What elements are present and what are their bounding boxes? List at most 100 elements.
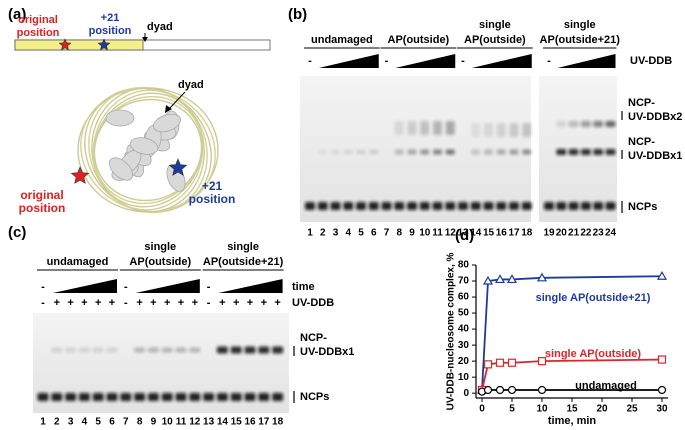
y-tick-label: 40 <box>458 324 470 335</box>
uv-sign: - <box>41 297 45 309</box>
lane-number: 3 <box>68 417 74 428</box>
y-tick-label: 70 <box>458 276 470 287</box>
gel-band <box>593 149 604 155</box>
label: (b) <box>288 6 307 23</box>
lane-number: 17 <box>258 417 270 428</box>
uv-sign: + <box>164 297 170 309</box>
uv-sign: + <box>109 297 115 309</box>
series-label: single AP(outside) <box>545 348 641 360</box>
group-label: undamaged <box>47 256 109 268</box>
gel-band <box>568 202 579 210</box>
gel-band <box>147 393 159 401</box>
lane-number: 6 <box>109 417 115 428</box>
x-tick-label: 15 <box>566 404 578 415</box>
label: +21 <box>101 12 120 24</box>
gel-band <box>568 149 579 155</box>
gel-band <box>161 393 173 401</box>
group-label: AP(outside) <box>464 34 526 46</box>
gel-band <box>556 149 567 155</box>
x-axis-label: time, min <box>548 415 597 427</box>
x-tick-label: 20 <box>596 404 608 415</box>
gel-band <box>317 202 328 210</box>
minus: - <box>547 55 551 67</box>
histone <box>108 157 134 181</box>
lane-number: 5 <box>95 417 101 428</box>
gel-band <box>394 149 404 155</box>
minus: - <box>461 55 465 67</box>
gel-band <box>509 149 519 155</box>
gel <box>300 76 531 222</box>
lane-number: 19 <box>543 228 555 239</box>
gel-band <box>134 347 146 353</box>
dna-strand <box>93 98 203 202</box>
marker <box>657 385 667 395</box>
lane-number: 14 <box>470 228 482 239</box>
gel-band <box>147 347 159 353</box>
gel-band <box>216 393 228 401</box>
lane-number: 3 <box>333 228 339 239</box>
gel-band <box>471 149 481 155</box>
marker <box>506 274 518 284</box>
gel-band <box>419 202 430 210</box>
gel-band <box>189 347 201 353</box>
gel-band <box>484 149 493 155</box>
gel-band <box>305 202 315 210</box>
gel-band <box>65 347 77 353</box>
band-label: UV-DDBx2 <box>628 111 682 123</box>
gel-band <box>244 346 256 354</box>
series-label: undamaged <box>575 380 637 392</box>
gel-band <box>605 121 616 127</box>
marker <box>495 385 505 395</box>
gel-band <box>509 123 519 137</box>
gel-band <box>368 202 379 210</box>
group-label: single <box>144 241 176 253</box>
uv-sign: + <box>274 297 280 309</box>
label: position <box>19 201 66 215</box>
uv-sign: + <box>136 297 142 309</box>
y-tick-label: 80 <box>458 260 470 271</box>
gel-band <box>593 121 604 127</box>
star <box>70 166 90 184</box>
label: dyad <box>178 79 204 91</box>
label: dyad <box>147 21 173 33</box>
marker <box>482 275 494 285</box>
gel-band <box>106 347 118 353</box>
gradient-wedge <box>318 54 379 68</box>
label: time <box>292 281 315 293</box>
x-tick-label: 10 <box>536 404 548 415</box>
gel-band <box>522 123 532 137</box>
lane-number: 2 <box>54 417 60 428</box>
gel-band <box>394 202 405 210</box>
lane-number: 5 <box>358 228 364 239</box>
histone <box>105 109 135 127</box>
lane-number: 7 <box>123 417 129 428</box>
label: original <box>20 188 63 202</box>
gradient-wedge <box>52 279 117 293</box>
gel-band <box>407 202 417 210</box>
gel-band <box>433 121 442 135</box>
gel-band <box>496 149 506 155</box>
histone <box>153 113 181 133</box>
label: UV-DDB <box>630 55 672 67</box>
gel-band <box>161 347 173 353</box>
minus: - <box>385 55 389 67</box>
arrow-head <box>142 37 148 42</box>
gel-band <box>356 150 366 154</box>
gel-band <box>272 393 284 401</box>
marker <box>494 274 506 284</box>
lane-number: 17 <box>508 228 520 239</box>
minus: - <box>207 281 211 293</box>
gel-band <box>484 123 493 137</box>
group-label: single <box>479 19 511 31</box>
lane-number: 12 <box>445 228 457 239</box>
group-label: single <box>564 19 596 31</box>
gel-band <box>51 347 63 353</box>
gel-band <box>318 150 328 154</box>
gel-band <box>556 202 567 210</box>
gel-band <box>230 346 242 354</box>
gel-band <box>343 150 353 154</box>
gel-band <box>544 202 554 210</box>
marker <box>536 272 548 282</box>
gel-band <box>605 149 616 155</box>
